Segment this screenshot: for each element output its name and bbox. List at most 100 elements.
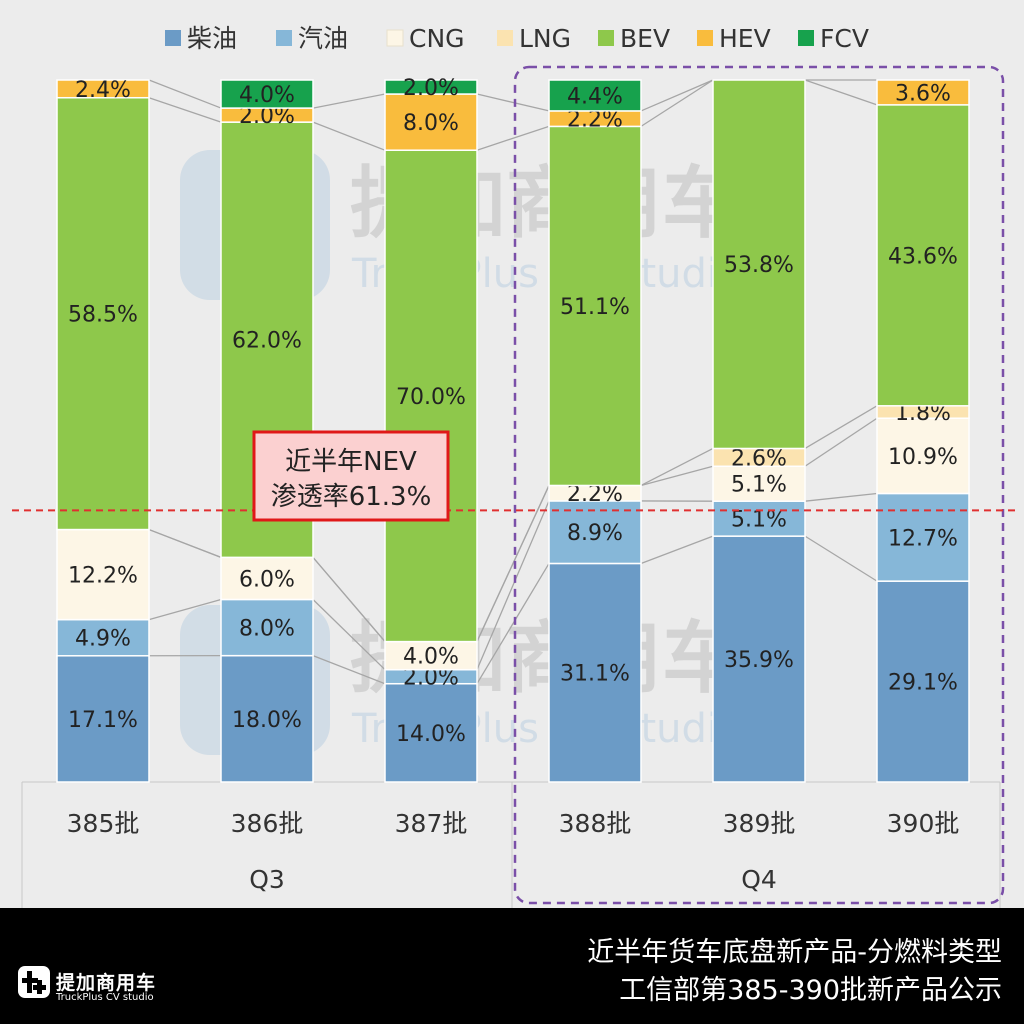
bar-segment [876,79,970,106]
nev-callout-line1: 近半年NEV [285,447,417,477]
category-label: 385批 [67,809,140,838]
group-label: Q4 [741,865,777,894]
bar-segment [56,618,150,657]
chart-background [0,0,1024,908]
category-label: 388批 [559,809,632,838]
legend-swatch [697,30,713,46]
category-label: 386批 [231,809,304,838]
bar-segment [712,500,806,537]
legend-label: FCV [820,24,869,53]
data-label: 2.2% [567,482,623,507]
data-label: 12.2% [68,564,138,589]
footer-bar: 提加商用车 TruckPlus CV studio 近半年货车底盘新产品-分燃料… [0,908,1024,1024]
connector-line [804,535,878,582]
connector-line [640,447,714,487]
bar-segment [876,417,970,495]
connector-line [312,121,386,151]
data-label: 4.9% [75,627,131,652]
bar-segment [384,149,478,643]
bar-segment [384,682,478,783]
bar-segment [384,93,478,151]
data-label: 8.0% [403,111,459,136]
connector-line [476,93,550,112]
bar-segment [876,580,970,783]
footer-brand-name: 提加商用车 [56,972,157,994]
data-label: 14.0% [396,722,466,747]
connector-line [148,528,222,558]
bar-segment [56,655,150,783]
data-label: 10.9% [888,445,958,470]
data-label: 58.5% [68,303,138,328]
connector-line [804,79,878,106]
bar-segment [56,96,150,531]
connector-line [312,93,386,109]
connector-line [476,563,550,685]
data-label: 2.0% [403,76,459,101]
data-label: 53.8% [724,253,794,278]
legend-label: CNG [409,24,465,53]
legend-swatch [165,30,181,46]
footer-caption-line1: 近半年货车底盘新产品-分燃料类型 [587,937,1002,968]
connector-line [640,465,714,487]
bar-segment [548,125,642,487]
bar-segment [56,528,150,621]
bar-segment [876,104,970,407]
category-label: 390批 [887,809,960,838]
nev-callout-line2: 渗透率61.3% [271,482,432,512]
bar-segment [548,562,642,783]
legend-label: 汽油 [298,24,348,53]
nev-callout-box [252,430,450,522]
legend-swatch [598,30,614,46]
legend-label: HEV [719,24,771,53]
footer-brand-subtitle: TruckPlus CV studio [56,992,154,1003]
data-label: 70.0% [396,385,466,410]
legend-label: LNG [519,24,571,53]
data-label: 5.1% [731,508,787,533]
bar-segment [56,79,150,99]
data-label: 31.1% [560,662,630,687]
data-label: 35.9% [724,648,794,673]
legend-swatch [497,30,513,46]
connector-line [312,655,386,685]
bar-segment [220,598,314,657]
bar-segment [220,654,314,783]
connector-line [476,485,550,642]
bar-segment [384,79,478,95]
category-label: 389批 [723,809,796,838]
data-label: 2.4% [75,78,131,103]
data-label: 29.1% [888,671,958,696]
data-label: 4.0% [239,83,295,108]
q4-highlight-frame [513,65,1005,905]
data-label: 5.1% [731,473,787,498]
connector-line [804,405,878,450]
connector-line [476,125,550,151]
footer-caption-line2: 工信部第385-390批新产品公示 [619,975,1002,1006]
data-label: 2.6% [731,446,787,471]
connector-line [148,598,222,621]
bar-segment [220,79,314,109]
bar-segment [548,500,642,565]
connector-line [640,79,714,127]
connector-line [476,500,550,670]
data-label: 8.9% [567,521,623,546]
connector-line [804,492,878,502]
data-label: 6.0% [239,567,295,592]
data-label: 8.0% [239,617,295,642]
connector-line [804,417,878,467]
data-label: 3.6% [895,81,951,106]
legend-swatch [386,29,404,47]
data-label: 4.4% [567,84,623,109]
truckplus-logo-icon [18,966,50,998]
data-label: 51.1% [560,295,630,320]
connector-line [312,599,386,671]
bar-segment [712,79,806,450]
data-label: 18.0% [232,708,302,733]
data-label: 2.2% [567,108,623,133]
connector-line [640,535,714,565]
bar-segment [712,465,806,502]
group-label: Q3 [249,865,285,894]
bar-segment [548,79,642,112]
connector-line [148,79,222,109]
legend-swatch [798,30,814,46]
